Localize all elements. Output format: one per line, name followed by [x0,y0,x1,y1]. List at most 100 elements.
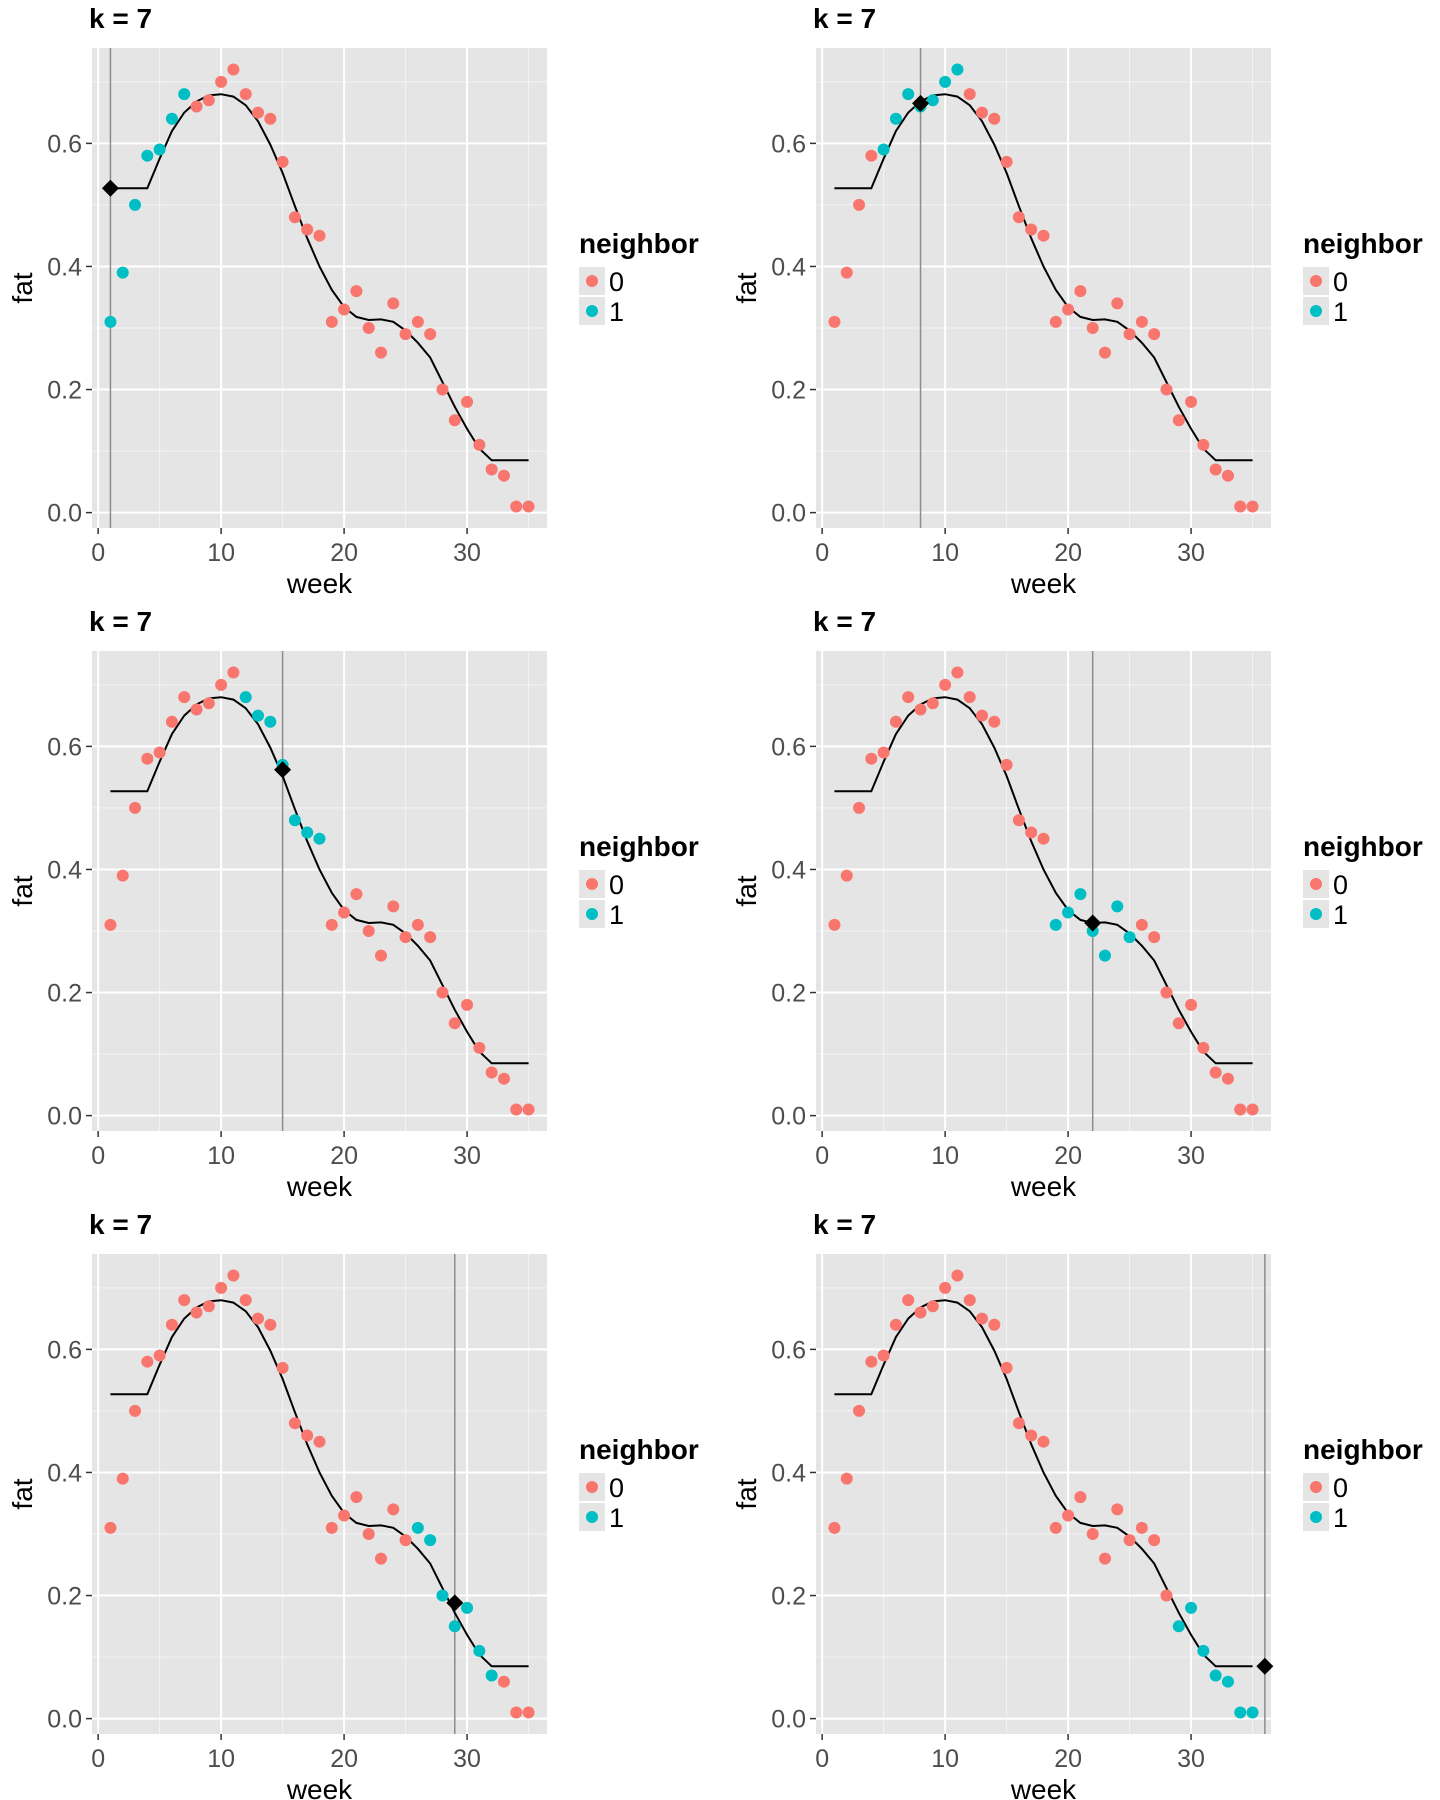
legend-label-0: 0 [1333,870,1348,900]
data-point [399,328,412,341]
data-point [1246,1103,1259,1116]
x-axis-label: week [1010,1171,1077,1202]
data-point [313,229,326,242]
legend-key-1 [1310,305,1322,317]
data-point [1148,931,1161,944]
data-point [387,900,400,913]
data-point [1000,758,1013,771]
data-point [1074,1491,1087,1504]
legend-label-1: 1 [1333,900,1348,930]
y-tick-label: 0.4 [47,253,82,281]
data-point [104,918,117,931]
data-point [976,1312,989,1325]
y-tick-label: 0.0 [47,500,82,528]
y-tick-label: 0.0 [47,1706,82,1734]
legend-title: neighbor [1303,228,1423,259]
data-point [252,106,265,119]
data-point-neighbor [239,691,252,704]
y-tick-label: 0.6 [771,733,806,761]
y-tick-label: 0.6 [771,130,806,158]
knn-panel-1: k = 7 0 10 20 30 0.0 0.2 0.4 0.6 week fat neighbor 0… [7,3,699,599]
data-point-neighbor [1246,1706,1259,1719]
data-point [350,1491,363,1504]
x-tick-label: 20 [330,1142,358,1170]
data-point [1123,1534,1136,1547]
data-point-neighbor [1062,906,1075,919]
data-point [350,285,363,298]
x-tick-label: 0 [91,1745,105,1773]
legend-label-0: 0 [1333,267,1348,297]
data-point [865,1355,878,1368]
data-point [362,1528,375,1540]
data-point [424,931,437,944]
data-point [227,666,240,679]
x-tick-label: 30 [453,539,481,567]
plot-panel-background [816,651,1271,1131]
data-point [1209,463,1222,476]
data-point [252,1312,265,1325]
data-point [963,1294,976,1307]
data-point [988,112,1001,125]
data-point [497,1072,510,1085]
data-point [239,1294,252,1307]
y-tick-label: 0.2 [47,377,82,405]
legend-title: neighbor [579,831,699,862]
data-point [1111,297,1124,310]
data-point [350,888,363,901]
y-tick-label: 0.4 [771,253,806,281]
data-point [1185,998,1198,1011]
data-point [387,297,400,310]
data-point [153,746,166,759]
legend-label-1: 1 [609,297,624,327]
knn-panel-4: k = 7 0 10 20 30 0.0 0.2 0.4 0.6 week fat neighbor 0… [731,606,1423,1202]
legend-label-0: 0 [609,1473,624,1503]
data-point [338,1509,351,1522]
data-point [1012,1417,1025,1430]
data-point [840,869,853,882]
data-point [1111,1503,1124,1516]
data-point [202,1300,215,1313]
legend-key-0 [586,275,598,287]
x-tick-label: 20 [330,1745,358,1773]
data-point [497,469,510,482]
x-tick-label: 20 [1054,1745,1082,1773]
query-point-marker [274,761,292,779]
y-axis-label: fat [7,1478,38,1509]
y-axis-label: fat [7,875,38,906]
y-tick-label: 0.4 [47,1459,82,1487]
data-point-neighbor [926,94,939,107]
data-point-neighbor [951,63,964,76]
data-point [840,1472,853,1485]
data-point [436,383,449,396]
data-point [926,697,939,710]
data-point [338,906,351,919]
data-point-neighbor [1049,918,1062,931]
data-point [1012,814,1025,827]
data-point [141,1355,154,1368]
data-point [288,1417,301,1430]
x-tick-label: 10 [207,1142,235,1170]
data-point [362,322,375,334]
x-tick-label: 30 [1177,1745,1205,1773]
data-point [510,1706,523,1719]
x-axis-label: week [286,1171,353,1202]
data-point [1025,826,1038,839]
data-point [1160,1589,1173,1602]
plot-panel-background [92,651,547,1131]
x-tick-label: 10 [931,1142,959,1170]
data-point [828,315,841,328]
y-axis-label: fat [731,272,762,303]
data-point-neighbor [264,715,277,728]
data-point [1246,500,1259,513]
data-point [190,703,203,716]
y-axis-label: fat [7,272,38,303]
knn-panel-3: k = 7 0 10 20 30 0.0 0.2 0.4 0.6 week fat neighbor 0… [7,606,699,1202]
data-point [141,752,154,765]
y-tick-label: 0.2 [47,1583,82,1611]
data-point [828,1521,841,1534]
plot-panel-background [816,1254,1271,1734]
data-point [178,1294,191,1307]
data-point [510,500,523,513]
query-point-marker [1256,1657,1274,1675]
